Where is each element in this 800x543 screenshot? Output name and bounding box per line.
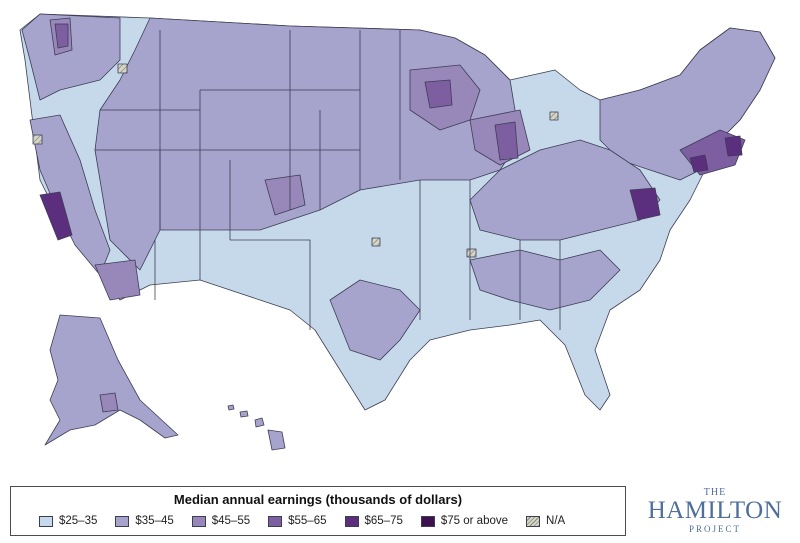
hamilton-project-logo: THE HAMILTON PROJECT [642,488,788,536]
legend-item: $35–45 [115,515,174,527]
hawaii-big [267,429,286,451]
alaska [44,314,179,446]
legend-label: N/A [546,515,566,527]
region-colorado [264,174,306,216]
alaska-anchorage [99,392,119,413]
hawaii-maui [254,417,265,428]
region-na-5 [549,111,559,121]
legend-item: $75 or above [420,515,509,527]
region-northeast [599,27,776,181]
map-legend: Median annual earnings (thousands of dol… [10,486,626,536]
region-bay-area [39,191,73,241]
region-chicago [494,121,519,161]
legend-item: $65–75 [344,515,403,527]
region-ohio-valley [469,139,661,241]
region-southeast-pockets [469,249,621,311]
legend-label: $55–65 [288,515,327,527]
hawaii-kauai [227,404,235,411]
region-pacific-nw [21,13,121,101]
legend-swatch [526,515,541,527]
legend-label: $35–45 [135,515,174,527]
us-earnings-map [19,13,776,451]
region-na-1 [117,63,128,74]
logo-main-text: HAMILTON [647,497,783,524]
legend-swatch [420,515,435,527]
region-nevada [94,149,161,271]
legend-label: $75 or above [440,515,509,527]
legend-item: $25–35 [39,515,97,527]
region-texas-pockets [329,279,421,361]
legend-swatch [344,515,359,527]
region-na-3 [371,237,381,247]
region-na-4 [466,248,477,258]
region-na-2 [32,134,43,145]
region-dc [629,187,661,221]
legend-swatch [39,515,53,527]
legend-label: $45–55 [211,515,251,527]
region-nyc [689,154,709,173]
legend-label: $65–75 [364,515,403,527]
region-west-coast-south [29,114,111,276]
region-socal [94,259,141,301]
legend-swatch [268,515,283,527]
region-minneapolis [424,79,453,109]
hawaii-oahu [239,410,249,418]
legend-swatch [115,515,130,527]
logo-top-text: THE [703,487,727,498]
region-boston [724,135,743,157]
legend-swatch [191,515,206,527]
logo-bottom-text: PROJECT [688,524,741,534]
region-seattle-core [54,23,69,49]
legend-item: N/A [526,515,565,527]
legend-items: $25–35 $35–45 $45–55 $55–65 $65–75 $75 o… [39,513,615,529]
legend-item: $45–55 [191,515,251,527]
legend-label: $25–35 [59,515,98,527]
legend-title: Median annual earnings (thousands of dol… [173,492,463,507]
legend-item: $55–65 [268,515,327,527]
